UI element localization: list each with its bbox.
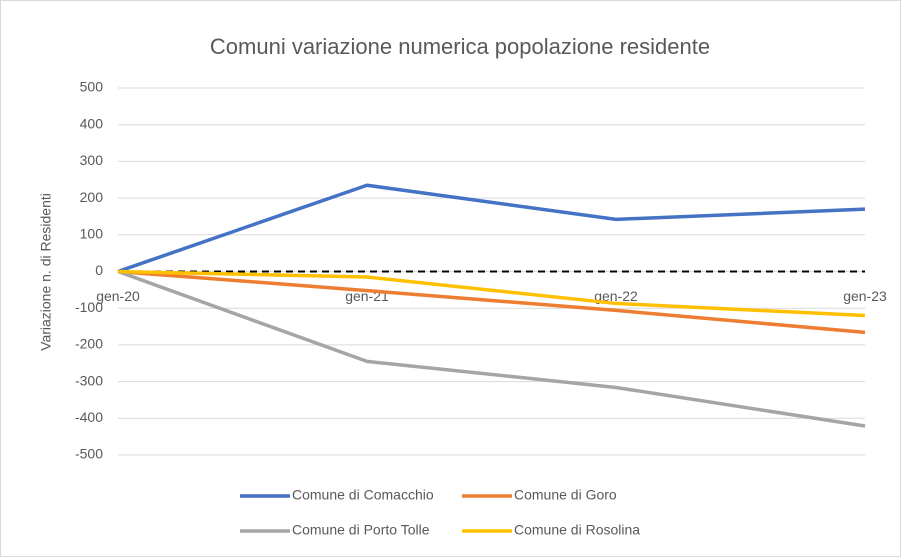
y-tick-label: 0 bbox=[95, 262, 103, 278]
legend-label: Comune di Rosolina bbox=[514, 522, 640, 538]
y-tick-label: 500 bbox=[80, 79, 104, 95]
legend-label: Comune di Comacchio bbox=[292, 487, 434, 503]
y-tick-label: 400 bbox=[80, 115, 104, 131]
series-line bbox=[117, 269, 866, 335]
y-tick-label: -400 bbox=[75, 409, 103, 425]
y-tick-label: -100 bbox=[75, 299, 103, 315]
y-tick-label: -500 bbox=[75, 446, 103, 462]
y-tick-label: 200 bbox=[80, 189, 104, 205]
series-line bbox=[117, 269, 866, 318]
series-line bbox=[117, 183, 866, 274]
y-tick-label: -200 bbox=[75, 336, 103, 352]
legend-label: Comune di Porto Tolle bbox=[292, 522, 430, 538]
y-axis-label: Variazione n. di Residenti bbox=[38, 193, 54, 351]
y-tick-label: 100 bbox=[80, 226, 104, 242]
legend-label: Comune di Goro bbox=[514, 487, 617, 503]
x-tick-label: gen-23 bbox=[843, 288, 887, 304]
x-tick-label: gen-20 bbox=[96, 288, 140, 304]
chart-title: Comuni variazione numerica popolazione r… bbox=[210, 34, 710, 59]
series-line bbox=[117, 269, 866, 428]
y-tick-label: -300 bbox=[75, 372, 103, 388]
x-tick-label: gen-22 bbox=[594, 288, 638, 304]
y-tick-label: 300 bbox=[80, 152, 104, 168]
